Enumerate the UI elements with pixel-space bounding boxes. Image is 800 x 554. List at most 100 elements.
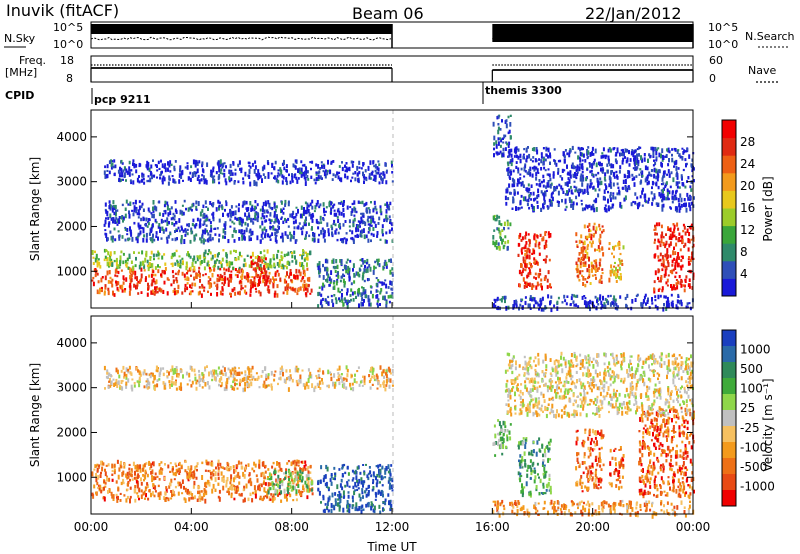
power-cell [621, 186, 624, 190]
power-cell [380, 172, 383, 175]
power-cell [577, 257, 580, 262]
power-cell [550, 295, 553, 299]
power-cell [666, 173, 669, 176]
power-cell [575, 195, 578, 200]
power-cell [292, 289, 295, 292]
power-cell [250, 231, 253, 237]
power-cell [315, 171, 318, 174]
power-cell [579, 152, 582, 157]
power-cell [267, 233, 269, 238]
power-colorbar-swatch-9 [722, 120, 736, 139]
power-cell [319, 215, 322, 221]
power-cell [275, 278, 278, 281]
velocity-cell [280, 469, 283, 472]
power-cell [537, 172, 540, 174]
power-cell [634, 201, 637, 205]
power-cell [384, 239, 387, 244]
power-cell [682, 168, 685, 172]
power-cell [660, 189, 663, 192]
power-cell [671, 153, 673, 157]
power-cell [136, 284, 138, 290]
noise-search-line-1 [492, 36, 691, 41]
power-cell [654, 270, 657, 276]
power-cell [576, 173, 579, 176]
power-cell [635, 175, 638, 178]
power-cell [504, 134, 507, 138]
power-cell [128, 160, 131, 165]
power-cell [574, 174, 577, 178]
velocity-cell [308, 484, 311, 489]
velocity-cell [295, 489, 298, 495]
power-cell [305, 253, 308, 259]
power-cell [675, 259, 678, 263]
velocity-cell [319, 387, 322, 390]
power-cell [579, 147, 582, 152]
power-cell [284, 275, 287, 278]
power-cell [542, 157, 545, 162]
power-cell [625, 159, 628, 164]
power-cell [544, 305, 547, 310]
power-cell [225, 181, 228, 186]
velocity-cell [181, 479, 184, 484]
power-cell [228, 264, 231, 268]
power-cell [349, 206, 352, 209]
velocity-cell [300, 468, 302, 471]
power-cell [193, 237, 196, 242]
power-cell [373, 221, 376, 224]
power-cell [295, 212, 298, 217]
power-cell [540, 155, 543, 159]
power-cell [303, 279, 306, 284]
power-cell [179, 259, 182, 264]
power-cell [612, 301, 615, 305]
velocity-cell [373, 378, 376, 382]
power-cell [574, 295, 577, 298]
power-cell [154, 286, 156, 290]
velocity-cell [174, 462, 177, 465]
power-cell [495, 240, 498, 245]
power-cell [653, 167, 656, 173]
power-cell [630, 202, 633, 207]
power-cell [320, 293, 323, 297]
power-cell [381, 224, 384, 229]
power-cell [250, 256, 253, 259]
power-cell [181, 169, 184, 175]
power-cell [111, 283, 114, 288]
power-echo-region-12 [653, 222, 695, 294]
power-cell [135, 163, 138, 168]
velocity-cell [388, 368, 391, 373]
power-cell [632, 167, 635, 170]
power-cell [148, 274, 151, 278]
power-cell [305, 209, 308, 215]
power-cell [254, 267, 257, 272]
power-cell [133, 162, 136, 167]
power-cell [107, 287, 110, 291]
power-cell [678, 256, 680, 260]
power-cell [384, 279, 387, 282]
power-cell [273, 213, 276, 218]
power-colorbar-tick-5: 24 [740, 157, 755, 171]
power-cell [538, 241, 541, 246]
power-cell [228, 169, 231, 174]
power-cell [574, 151, 577, 154]
power-cell [237, 256, 240, 261]
power-cell [361, 292, 364, 297]
power-cell [331, 231, 333, 236]
velocity-cell [187, 478, 190, 482]
power-cell [218, 260, 221, 264]
power-cell [536, 281, 539, 287]
power-cell [538, 252, 541, 256]
power-cell [130, 260, 133, 264]
power-cell [560, 185, 563, 190]
velocity-cell [283, 472, 286, 475]
power-cell [525, 147, 528, 152]
power-cell [367, 230, 370, 234]
power-cell [519, 232, 522, 238]
power-colorbar-tick-3: 16 [740, 201, 755, 215]
power-cell [233, 239, 236, 243]
power-cell [619, 252, 622, 256]
power-cell [498, 215, 501, 219]
power-cell [197, 201, 200, 206]
noise-right-label: N.Search [745, 30, 795, 43]
power-cell [363, 279, 366, 283]
velocity-cell [308, 490, 311, 493]
